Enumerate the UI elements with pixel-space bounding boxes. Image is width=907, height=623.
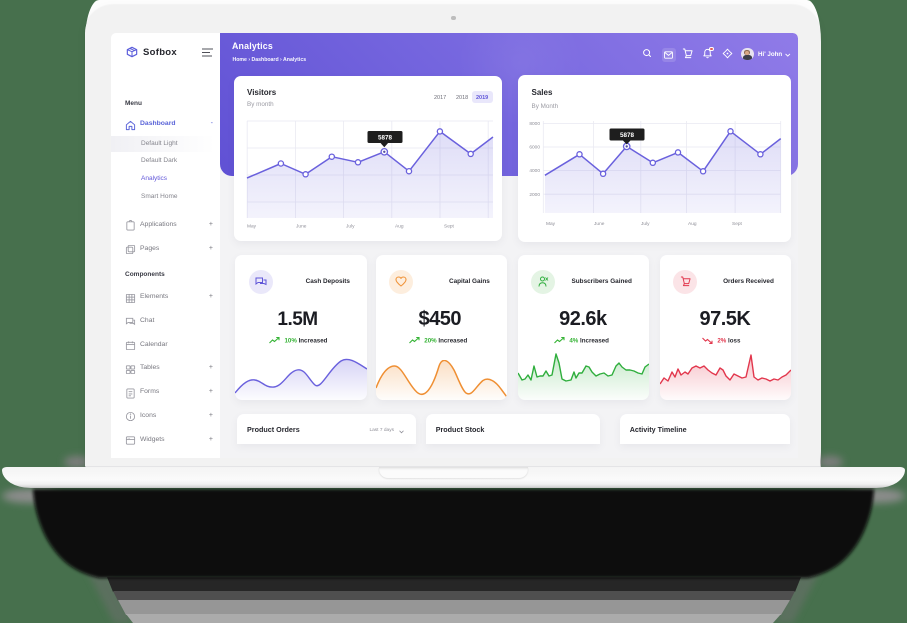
svg-text:4000: 4000 [529, 168, 540, 174]
svg-text:Aug: Aug [688, 221, 697, 227]
svg-text:Aug: Aug [395, 224, 404, 230]
svg-text:May: May [247, 224, 257, 230]
svg-text:6000: 6000 [529, 145, 540, 151]
svg-text:Sept: Sept [732, 221, 743, 227]
svg-text:2000: 2000 [529, 192, 540, 198]
svg-text:5878: 5878 [620, 132, 635, 139]
svg-text:June: June [594, 221, 605, 227]
svg-text:May: May [546, 221, 556, 227]
svg-text:Sept: Sept [444, 224, 455, 230]
svg-text:July: July [346, 224, 355, 230]
svg-text:5878: 5878 [378, 135, 393, 142]
svg-text:8000: 8000 [529, 121, 540, 127]
svg-text:July: July [641, 221, 650, 227]
svg-text:June: June [296, 224, 307, 230]
